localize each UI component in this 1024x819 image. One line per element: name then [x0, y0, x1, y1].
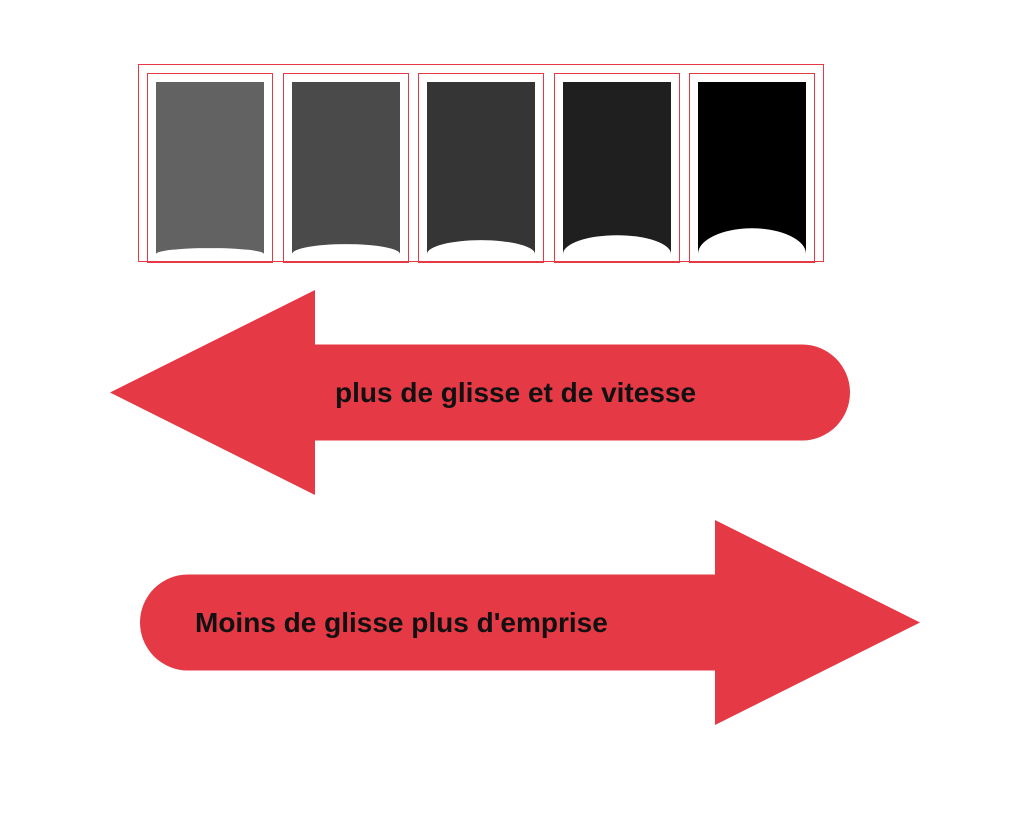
- arrow-right: Moins de glisse plus d'emprise: [140, 520, 920, 725]
- swatch-shape-4: [563, 82, 671, 254]
- arrow-left-label: plus de glisse et de vitesse: [335, 377, 696, 409]
- swatch-shape-2: [292, 82, 400, 254]
- swatch-2: [283, 73, 409, 263]
- swatch-5: [689, 73, 815, 263]
- arrow-right-label: Moins de glisse plus d'emprise: [195, 607, 608, 639]
- swatch-shape-1: [156, 82, 264, 254]
- swatch-shape-3: [427, 82, 535, 254]
- swatch-row: [138, 64, 824, 262]
- swatch-4: [554, 73, 680, 263]
- swatch-shape-5: [698, 82, 806, 254]
- swatch-3: [418, 73, 544, 263]
- swatch-1: [147, 73, 273, 263]
- arrow-left: plus de glisse et de vitesse: [110, 290, 850, 495]
